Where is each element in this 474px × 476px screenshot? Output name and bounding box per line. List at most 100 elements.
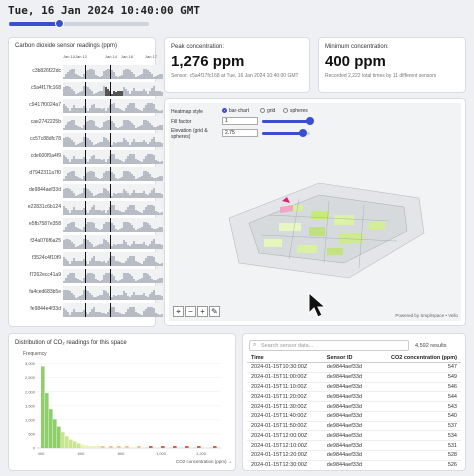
table-row[interactable]: 2024-01-15T12:10:00Z de9844aef33d 531 (247, 440, 461, 452)
time-cursor-line (110, 133, 111, 147)
histogram-bar (109, 446, 113, 448)
table-cell: de9844aef33d (322, 421, 374, 432)
elevation-slider-fill (262, 132, 303, 135)
table-row[interactable]: 2024-01-15T11:40:00Z de9844aef33d 540 (247, 411, 461, 422)
table-row[interactable]: 2024-01-15T11:20:00Z de9844aef33d 544 (247, 391, 461, 403)
table-row[interactable]: 2024-01-15T12:00:00Z de9844aef33d 534 (247, 430, 461, 442)
sensor-row[interactable]: cde600f0a4f9 (13, 149, 163, 165)
fill-factor-slider[interactable] (262, 117, 314, 125)
sensor-row[interactable]: cae2742225b (13, 115, 163, 131)
table-row[interactable]: 2024-01-15T11:30:00Z de9844aef33d 543 (247, 401, 461, 412)
time-slider-handle[interactable] (55, 19, 65, 28)
floorplan-viewport[interactable]: ⌖ − + ✎ Powered by Smplrspace • Vello (169, 103, 461, 321)
table-row[interactable]: 2024-01-15T11:10:00Z de9844aef33d 546 (247, 382, 461, 393)
sensor-row[interactable]: c5a4f17fc168 (13, 81, 163, 97)
table-row[interactable]: 2024-01-15T12:20:00Z de9844aef33d 528 (247, 450, 461, 461)
table-cell: 2024-01-15T12:00:00Z (247, 430, 323, 442)
x-tick-label: 1,000 (156, 451, 167, 456)
y-tick-label: 1,000 (25, 417, 36, 422)
radio-spheres[interactable] (283, 108, 288, 114)
histogram-bar (197, 446, 201, 448)
zoom-in-button[interactable]: + (197, 306, 208, 317)
sensor-row[interactable]: de9844aef33d (13, 183, 163, 199)
floorplan-panel: ⌖ − + ✎ Powered by Smplrspace • Vello He… (164, 98, 466, 326)
peak-title: Peak concentration: (171, 44, 225, 50)
table-row[interactable]: 2024-01-15T11:50:00Z de9844aef33d 537 (247, 421, 461, 432)
column-header[interactable]: CO2 concentration (ppm) (373, 354, 461, 363)
sensor-row[interactable]: e22831c6b124 (13, 200, 163, 216)
elevation-slider[interactable] (262, 129, 310, 137)
style-option-grid[interactable]: grid (260, 108, 275, 114)
style-option-bar-chart[interactable]: bar-chart (222, 108, 249, 114)
table-cell: 526 (373, 460, 461, 470)
time-cursor-line (110, 65, 111, 79)
sensor-row[interactable]: c3b826f22dc (13, 64, 163, 80)
histogram-bar (97, 446, 101, 448)
sensor-row[interactable]: fe9844e4f33d (13, 302, 163, 318)
table-row[interactable]: 2024-01-15T11:00:00Z de9844aef33d 549 (247, 372, 461, 383)
table-row[interactable]: 2024-01-15T12:30:00Z de9844aef33d 526 (247, 460, 461, 470)
zoom-out-button[interactable]: − (185, 306, 196, 317)
time-slider-fill (9, 22, 60, 26)
fill-factor-input[interactable]: 1 (222, 117, 258, 125)
sensor-row[interactable]: f34a076f6a25 (13, 234, 163, 250)
column-header[interactable]: Sensor ID (322, 354, 374, 363)
radio-grid[interactable] (260, 108, 265, 114)
style-option-spheres[interactable]: spheres (283, 108, 308, 114)
date-tick-label: Jan 10 (63, 54, 76, 59)
sensor-row[interactable]: fa4ced683b5e (13, 285, 163, 301)
radio-bar-chart[interactable] (222, 108, 227, 114)
histogram-bar (101, 446, 105, 448)
table-cell: 547 (373, 362, 461, 373)
time-cursor-line (110, 269, 111, 283)
histogram-bar (161, 446, 165, 448)
sensor-row[interactable]: cc57c88dfc78 (13, 132, 163, 148)
sensor-readings-panel: Carbon dioxide sensor readings (ppm) Jan… (8, 37, 163, 327)
minimum-title: Minimum concentration: (325, 44, 389, 50)
sensor-row[interactable]: e5fb7587e358 (13, 217, 163, 233)
time-slider[interactable] (9, 19, 149, 28)
fill-factor-slider-handle[interactable] (306, 117, 314, 125)
time-cursor-line (85, 65, 86, 79)
time-cursor-line (85, 252, 86, 266)
table-cell: 2024-01-15T12:30:00Z (247, 460, 323, 470)
distribution-title: Distribution of CO₂ readings for this sp… (15, 340, 127, 346)
map-credit[interactable]: Powered by Smplrspace • Vello (395, 313, 458, 318)
sensor-sparkline (63, 167, 163, 181)
elevation-input[interactable]: 2.75 (222, 129, 258, 137)
sensor-sparkline (63, 218, 163, 232)
sensor-sparkline (63, 201, 163, 215)
peak-card: Peak concentration: 1,276 ppm Sensor: c5… (164, 37, 310, 93)
x-tick-label: 1,200 (196, 451, 207, 456)
sensor-id: cae2742225b (30, 119, 61, 125)
y-tick-label: 3,000 (25, 361, 36, 366)
histogram-bar (213, 446, 217, 448)
distribution-panel: Distribution of CO₂ readings for this sp… (8, 333, 236, 471)
histogram-bar (53, 419, 57, 448)
sensor-id: e5fb7587e358 (29, 221, 61, 227)
table-cell: de9844aef33d (322, 382, 374, 393)
sensor-row[interactable]: f3524c4f10f9 (13, 251, 163, 267)
sensor-row[interactable]: d7942311a7f0 (13, 166, 163, 182)
sensor-row[interactable]: c9417f0024a7 (13, 98, 163, 114)
table-cell: 2024-01-15T11:30:00Z (247, 401, 323, 412)
sensor-id: c5a4f17fc168 (30, 85, 61, 91)
sensor-id: cde600f0a4f9 (30, 153, 61, 159)
column-header[interactable]: Time (247, 354, 323, 363)
edit-button[interactable]: ✎ (209, 306, 220, 317)
time-cursor-line (110, 252, 111, 266)
time-cursor-line (110, 235, 111, 249)
table-row[interactable]: 2024-01-15T10:30:00Z de9844aef33d 547 (247, 362, 461, 373)
sensor-id: f3524c4f10f9 (32, 255, 61, 261)
fill-factor-label: Fill factor (171, 119, 192, 125)
date-tick-label: Jan 14 (105, 54, 118, 59)
recenter-button[interactable]: ⌖ (173, 306, 184, 317)
elevation-slider-handle[interactable] (298, 129, 307, 137)
sensor-row[interactable]: f7262ecc41a9 (13, 268, 163, 284)
search-input[interactable]: ⌕ Search sensor data... (249, 340, 409, 351)
table-cell: 540 (373, 411, 461, 422)
histogram-bar (65, 436, 69, 448)
histogram-bar (173, 446, 177, 448)
time-cursor-line (85, 235, 86, 249)
